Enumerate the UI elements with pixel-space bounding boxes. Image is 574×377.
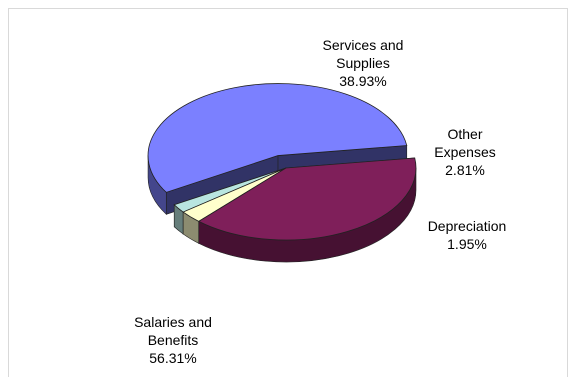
label-services: Services and Supplies 38.93% [300, 36, 426, 90]
label-depreciation-pct: 1.95% [447, 236, 487, 252]
label-salaries-line1: Salaries and [134, 314, 212, 330]
slice-top-salaries [147, 83, 408, 193]
chart-frame [8, 8, 568, 377]
pie-slice-services [197, 157, 417, 263]
label-other-pct: 2.81% [445, 162, 485, 178]
label-salaries-line2: Benefits [147, 332, 199, 348]
label-services-line2: Supplies [336, 55, 390, 71]
label-services-line1: Services and [322, 37, 404, 53]
label-other: Other Expenses 2.81% [420, 125, 510, 179]
label-services-pct: 38.93% [339, 73, 387, 89]
pie-tops [147, 83, 417, 263]
label-other-line1: Other [447, 126, 483, 142]
label-salaries: Salaries and Benefits 56.31% [118, 313, 228, 367]
label-other-line2: Expenses [434, 144, 496, 160]
label-salaries-pct: 56.31% [149, 350, 197, 366]
slice-top-services [197, 157, 417, 241]
label-depreciation-line1: Depreciation [427, 218, 507, 234]
label-depreciation: Depreciation 1.95% [412, 217, 522, 253]
